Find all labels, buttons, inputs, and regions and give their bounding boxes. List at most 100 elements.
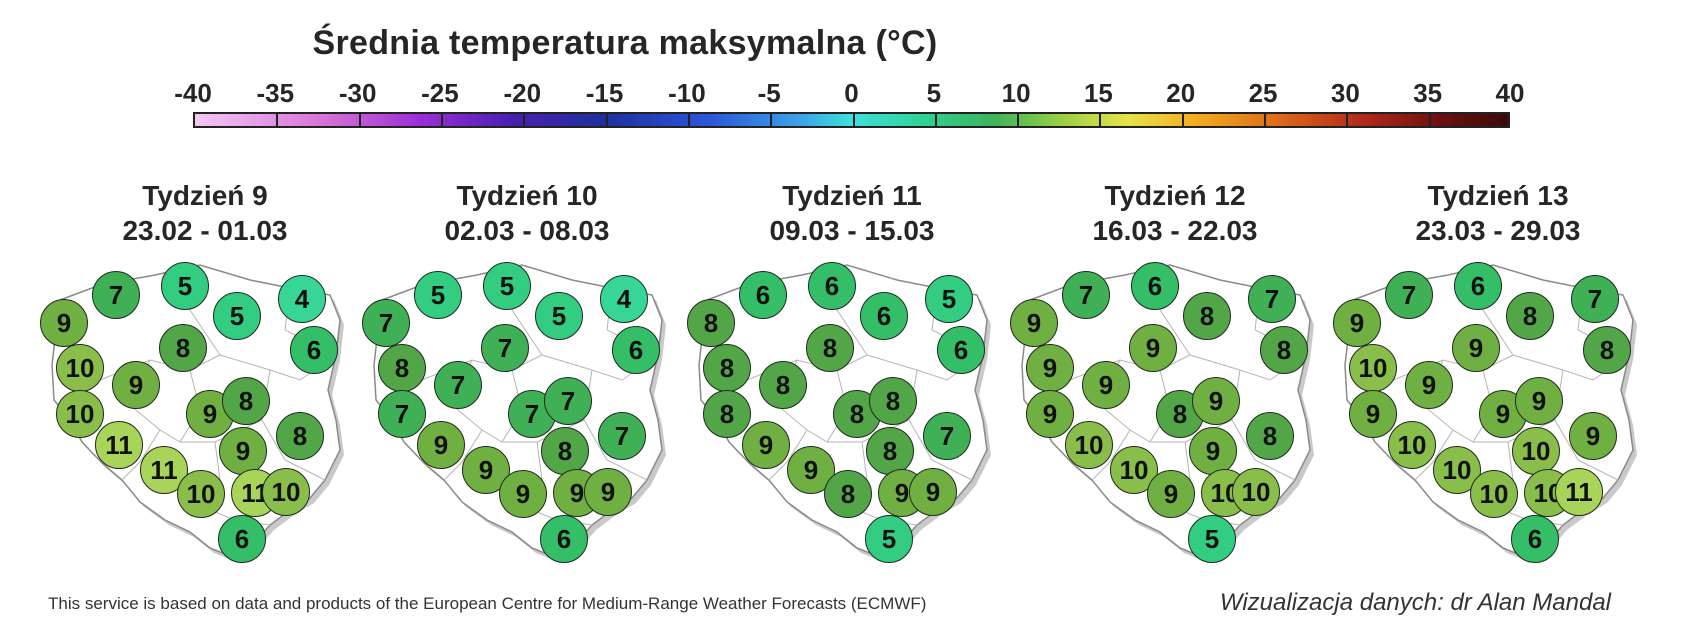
scale-tick-mark [276,112,279,128]
temperature-badge: 7 [1385,271,1433,319]
scale-tick-label: 40 [1495,78,1525,108]
temperature-badge: 7 [923,412,971,460]
temperature-badge: 7 [362,299,410,347]
week-dates: 09.03 - 15.03 [769,215,935,246]
week-panel: Tydzień 11 09.03 - 15.03 8 6 6 6 5 6 8 8 8 8 8 8 9 8 7 9 8… [687,180,1017,575]
temperature-badge: 5 [414,271,462,319]
scale-tick-label: 20 [1166,78,1196,108]
attribution-text: This service is based on data and produc… [48,594,927,613]
temperature-badge: 6 [218,515,266,563]
scale-tick-mark [1264,112,1267,128]
scale-tick-label: 35 [1413,78,1443,108]
temperature-badge: 8 [1260,326,1308,374]
week-panel: Tydzień 10 02.03 - 08.03 7 5 5 5 4 6 8 7 7 7 7 7 9 8 7 9 9… [362,180,692,575]
temperature-badge: 7 [1248,275,1296,323]
temperature-badge: 8 [222,377,270,425]
temperature-badge: 8 [824,470,872,518]
temperature-badge: 9 [1515,377,1563,425]
temperature-badge: 8 [1183,292,1231,340]
temperature-badge: 9 [40,299,88,347]
temperature-badge: 9 [1569,412,1617,460]
scale-tick-mark [934,112,937,128]
temperature-badge: 7 [378,390,426,438]
scale-tick-label: 15 [1083,78,1113,108]
temperature-badge: 11 [95,421,143,469]
temperature-badge: 10 [1065,421,1113,469]
temperature-badge: 9 [112,361,160,409]
temperature-badge: 6 [1454,262,1502,310]
region-border [768,429,808,481]
week-title: Tydzień 9 [142,180,268,211]
scale-tick-label: -10 [668,78,706,108]
temperature-badge: 9 [499,470,547,518]
temperature-badge: 9 [1147,470,1195,518]
temperature-badge: 9 [1192,377,1240,425]
week-title: Tydzień 13 [1427,180,1569,211]
temperature-badge: 8 [703,344,751,392]
temperature-badge: 7 [1571,275,1619,323]
scale-tick-label: 25 [1248,78,1278,108]
temperature-badge: 10 [1388,421,1436,469]
scale-tick-label: -5 [757,78,781,108]
temperature-badge: 10 [1232,468,1280,516]
week-title: Tydzień 10 [456,180,598,211]
temperature-badge: 9 [1405,361,1453,409]
temperature-badge: 10 [1512,427,1560,475]
temperature-badge: 6 [808,262,856,310]
temperature-badge: 9 [742,421,790,469]
scale-tick-label: 0 [844,78,859,108]
temperature-badge: 9 [1010,299,1058,347]
scale-tick-mark [852,112,855,128]
temperature-badge: 10 [56,390,104,438]
temperature-badge: 9 [787,446,835,494]
week-panel: Tydzień 12 16.03 - 22.03 9 7 6 8 7 8 9 9 9 9 8 9 10 9 8 1… [1010,180,1340,575]
temperature-badge: 9 [1333,299,1381,347]
temperature-badge: 7 [434,361,482,409]
week-panel: Tydzień 9 23.02 - 01.03 9 7 5 5 4 6 10 9 8 10 9 8 11 9 8… [40,180,370,575]
temperature-badge: 10 [56,344,104,392]
temperature-badge: 10 [1110,446,1158,494]
temperature-badge: 5 [865,515,913,563]
temperature-badge: 6 [860,292,908,340]
color-scale-labels: -40 -35 -30 -25 -20 -15 -10 -5 0 5 10 15 20 25 30 35 40 [174,78,1524,110]
temperature-badge: 8 [378,344,426,392]
temperature-badge: 9 [1452,324,1500,372]
temperature-badge: 11 [140,446,188,494]
temperature-badge: 10 [177,470,225,518]
temperature-badge: 9 [1026,390,1074,438]
temperature-badge: 10 [262,468,310,516]
temperature-badge: 5 [925,275,973,323]
temperature-badge: 9 [219,427,267,475]
credit-text: Wizualizacja danych: dr Alan Mandal [1219,589,1611,616]
temperature-badge: 9 [1349,390,1397,438]
scale-tick-mark [440,112,443,128]
temperature-badge: 4 [278,275,326,323]
scale-tick-mark [1017,112,1020,128]
scale-tick-label: 10 [1001,78,1031,108]
temperature-badge: 7 [481,324,529,372]
temperature-badge: 9 [1129,324,1177,372]
week-dates: 02.03 - 08.03 [444,215,610,246]
temperature-badge: 6 [1511,515,1559,563]
region-border [1414,429,1454,481]
region-border [121,429,161,481]
temperature-badge: 4 [600,275,648,323]
scale-tick-mark [605,112,608,128]
temperature-badge: 10 [1470,470,1518,518]
week-dates: 23.02 - 01.03 [122,215,288,246]
temperature-badge: 6 [612,326,660,374]
temperature-badge: 9 [1189,427,1237,475]
scale-tick-label: -30 [338,78,377,108]
scale-tick-mark [1428,112,1431,128]
temperature-badge: 8 [1246,412,1294,460]
temperature-badge: 6 [540,515,588,563]
scale-tick-mark [358,112,361,128]
temperature-badge: 8 [687,299,735,347]
scale-tick-label: -40 [174,78,212,108]
week-title: Tydzień 11 [782,180,922,211]
temperature-badge: 8 [159,324,207,372]
scale-tick-mark [770,112,773,128]
scale-tick-mark [523,112,526,128]
temperature-badge: 6 [1131,262,1179,310]
temperature-badge: 8 [276,412,324,460]
